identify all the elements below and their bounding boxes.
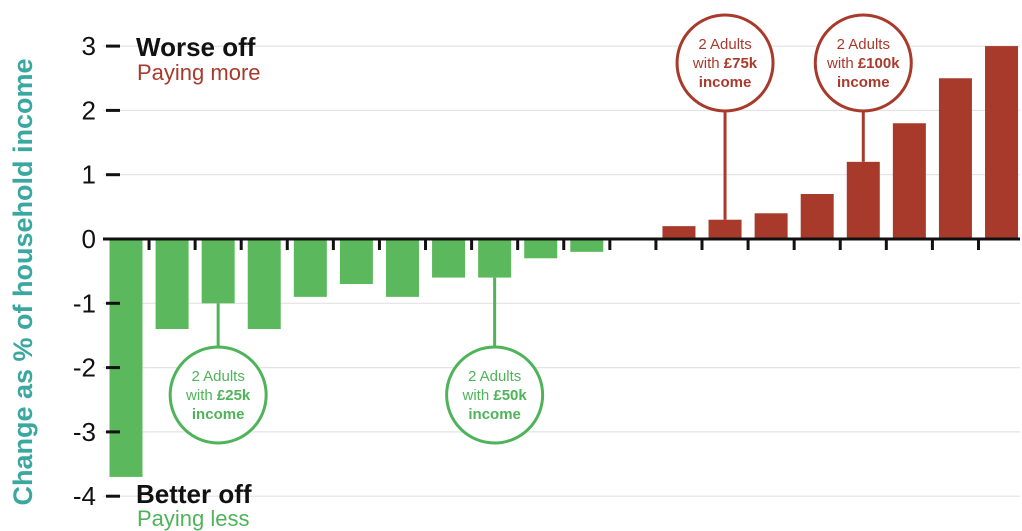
- callout-label: 2 Adults with £25k income: [185, 368, 251, 423]
- bar: [478, 239, 512, 278]
- bars: [109, 46, 1019, 477]
- bar: [800, 193, 834, 239]
- y-tick-label: 0: [82, 224, 96, 254]
- y-tick-label: -3: [73, 417, 96, 447]
- x-ticks: [147, 239, 980, 250]
- y-tick-label: 1: [82, 160, 96, 190]
- callout-line2-prefix: with: [462, 387, 494, 404]
- y-ticks: 3 2 1 0 -1 -2 -3 -4: [73, 31, 120, 511]
- bar: [339, 239, 373, 285]
- callout-circle: [675, 13, 775, 113]
- callout-line1: 2 Adults: [698, 36, 751, 53]
- callout-line3: income: [192, 406, 245, 423]
- bar: [662, 226, 696, 239]
- bar: [247, 239, 281, 330]
- bar: [892, 123, 926, 239]
- callout-line2-prefix: with: [692, 55, 724, 72]
- callout-line1: 2 Adults: [837, 36, 890, 53]
- bar: [293, 239, 327, 297]
- bar: [524, 239, 558, 259]
- callouts: 2 Adults with £25k income 2 Adults with £50k…: [168, 13, 913, 445]
- paying-less-label: Paying less: [137, 506, 250, 531]
- bar: [109, 239, 143, 477]
- y-tick-label: -2: [73, 353, 96, 383]
- callout-label: 2 Adults with £100k income: [826, 36, 900, 91]
- y-axis-label: Change as % of household income: [8, 58, 38, 505]
- bar: [201, 239, 235, 304]
- callout-line2-prefix: with: [826, 55, 858, 72]
- callout-line2-amount: £75k: [724, 55, 758, 72]
- bar: [155, 239, 189, 330]
- callout-line1: 2 Adults: [468, 368, 521, 385]
- bar: [846, 161, 880, 239]
- bar: [985, 46, 1019, 239]
- callout-circle: [813, 13, 913, 113]
- bar: [432, 239, 466, 278]
- callout-line3: income: [699, 74, 752, 91]
- callout-circle: [445, 345, 545, 445]
- callout-line2-amount: £100k: [858, 55, 900, 72]
- bar: [570, 239, 604, 252]
- callout-line2-prefix: with: [185, 387, 217, 404]
- y-tick-label: -4: [73, 481, 96, 511]
- better-off-label: Better off: [136, 479, 252, 509]
- bar: [938, 78, 972, 239]
- callout-line3: income: [468, 406, 521, 423]
- callout-line1: 2 Adults: [191, 368, 244, 385]
- callout-label: 2 Adults with £50k income: [462, 368, 528, 423]
- callout-line2-amount: £50k: [493, 387, 527, 404]
- callout-line3: income: [837, 74, 890, 91]
- bar: [385, 239, 419, 297]
- bar: [754, 213, 788, 239]
- callout-line2-amount: £25k: [217, 387, 251, 404]
- paying-more-label: Paying more: [137, 60, 261, 85]
- callout-label: 2 Adults with £75k income: [692, 36, 758, 91]
- bar: [708, 219, 742, 239]
- worse-off-label: Worse off: [136, 32, 256, 62]
- y-tick-label: -1: [73, 288, 96, 318]
- callout-circle: [168, 345, 268, 445]
- y-tick-label: 2: [82, 95, 96, 125]
- y-tick-label: 3: [82, 31, 96, 61]
